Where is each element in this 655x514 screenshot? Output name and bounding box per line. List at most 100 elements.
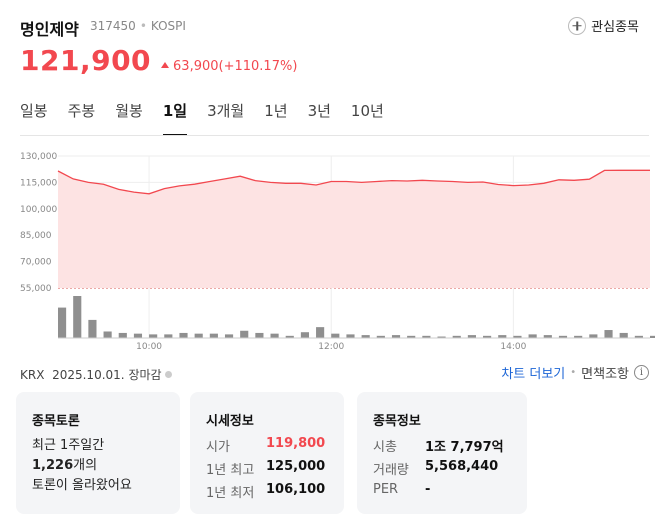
disclaimer-link[interactable]: 면책조항: [581, 367, 629, 382]
volume-bar: [528, 334, 537, 338]
y-tick-label: 130,000: [20, 152, 57, 162]
volume-bar: [543, 335, 552, 338]
forum-card[interactable]: 종목토론 최근 1주일간 1,226개의 토론이 올라왔어요: [16, 392, 180, 514]
volume-bar: [619, 332, 628, 338]
per-row: PER -: [373, 482, 517, 502]
status-dot-icon: [164, 371, 172, 378]
tab-1-year[interactable]: 1년: [264, 102, 288, 120]
volume-bar: [498, 335, 507, 338]
market-cap-label: 시총: [373, 440, 397, 455]
volume-bar: [103, 331, 112, 338]
volume-bar: [391, 335, 401, 338]
quote-card-title: 시세정보: [206, 414, 254, 429]
market-status: KRX 2025.10.01. 장마감: [20, 366, 172, 383]
tab-10-years[interactable]: 10년: [350, 102, 384, 120]
volume-bar: [589, 334, 598, 338]
volume-bar: [467, 335, 476, 338]
open-price-value: 119,800: [266, 436, 326, 451]
quote-info-card[interactable]: 시세정보 시가 119,800 1년 최고 125,000 1년 최저 106,…: [190, 392, 344, 514]
tab-3-years[interactable]: 3년: [307, 102, 331, 120]
up-triangle-icon: [161, 62, 170, 68]
volume-bar: [240, 330, 249, 338]
open-price-label: 시가: [206, 440, 230, 455]
price-chart[interactable]: 130,000 115,000 100,000 85,000 70,000 55,000 1…: [0, 146, 655, 356]
add-watchlist-button[interactable]: 관심종목: [568, 16, 639, 35]
x-tick-label: 10:00: [136, 342, 162, 352]
tab-monthly[interactable]: 월봉: [115, 102, 143, 120]
volume-bar: [224, 334, 234, 338]
year-low-label: 1년 최저: [206, 486, 255, 501]
volume-value: 5,568,440: [425, 459, 499, 474]
dot-separator: •: [570, 367, 577, 378]
volume-bar: [270, 333, 279, 338]
volume-label: 거래량: [373, 463, 409, 478]
tab-1-day[interactable]: 1일: [162, 100, 188, 136]
year-low-value: 106,100: [266, 482, 326, 497]
open-price-row: 시가 119,800: [206, 436, 334, 456]
market-cap-row: 시총 1조 7,797억: [373, 436, 517, 456]
volume-bar: [604, 330, 613, 338]
price-change: 63,900(+110.17%): [161, 59, 297, 74]
forum-summary: 최근 1주일간 1,226개의 토론이 올라왔어요: [32, 436, 132, 496]
tab-weekly[interactable]: 주봉: [67, 102, 96, 120]
current-price: 121,900: [20, 44, 152, 77]
chart-footer: KRX 2025.10.01. 장마감 차트 더보기 • 면책조항 i: [20, 360, 649, 388]
volume-row: 거래량 5,568,440: [373, 459, 517, 479]
volume-bar: [483, 335, 492, 338]
per-label: PER: [373, 482, 399, 497]
market-close-status: 장마감: [128, 368, 162, 382]
stock-meta: 317450 • KOSPI: [90, 19, 186, 33]
exchange-name: KRX: [20, 368, 45, 382]
chart-links: 차트 더보기 • 면책조항 i: [501, 363, 649, 382]
tab-divider: [20, 135, 649, 136]
volume-bar: [209, 333, 218, 338]
tab-daily[interactable]: 일봉: [20, 102, 48, 120]
stock-market: KOSPI: [150, 19, 186, 33]
volume-bar: [574, 335, 583, 338]
volume-bar: [331, 333, 340, 338]
volume-bar: [300, 332, 310, 338]
volume-bar: [58, 307, 67, 338]
volume-bar: [452, 335, 461, 338]
volume-bar: [255, 332, 264, 338]
volume-bar: [179, 332, 188, 338]
volume-bar: [316, 327, 325, 338]
volume-bar: [558, 335, 568, 338]
stock-name[interactable]: 명인제약: [20, 20, 79, 39]
stock-info-card[interactable]: 종목정보 시총 1조 7,797억 거래량 5,568,440 PER -: [357, 392, 527, 514]
dot-separator: •: [139, 19, 147, 33]
volume-bar: [164, 334, 173, 338]
x-tick-label: 12:00: [318, 342, 344, 352]
forum-line-3: 토론이 올라왔어요: [32, 478, 132, 493]
watchlist-label[interactable]: 관심종목: [591, 20, 639, 35]
volume-bar: [73, 296, 82, 338]
forum-count: 1,226: [32, 458, 74, 473]
volume-bar: [407, 335, 416, 338]
forum-card-title: 종목토론: [32, 414, 80, 429]
stock-header: 명인제약 317450 • KOSPI 관심종목: [20, 16, 639, 39]
volume-bar: [88, 319, 97, 338]
market-cap-value: 1조 7,797억: [425, 440, 504, 455]
forum-count-suffix: 개의: [73, 458, 98, 473]
period-tabs: 일봉 주봉 월봉 1일 3개월 1년 3년 10년: [20, 100, 404, 136]
y-tick-label: 100,000: [20, 205, 57, 215]
price-row: 121,900 63,900(+110.17%): [20, 44, 297, 80]
forum-line-1: 최근 1주일간: [32, 438, 105, 453]
forum-line-2: 1,226개의: [32, 456, 132, 476]
price-line: [57, 169, 650, 195]
x-tick-label: 14:00: [500, 342, 526, 352]
volume-bar: [346, 334, 355, 338]
chart-more-link[interactable]: 차트 더보기: [501, 367, 566, 382]
year-high-value: 125,000: [266, 459, 326, 474]
volume-bar: [513, 335, 522, 338]
tab-3-months[interactable]: 3개월: [207, 102, 245, 120]
info-icon[interactable]: i: [634, 365, 649, 380]
plus-icon[interactable]: [568, 16, 587, 35]
volume-bar: [376, 335, 385, 338]
price-area: [58, 170, 650, 288]
y-tick-label: 55,000: [20, 284, 52, 294]
info-card-title: 종목정보: [373, 414, 421, 429]
volume-bar: [285, 335, 294, 338]
volume-bar: [422, 335, 431, 338]
y-tick-label: 70,000: [20, 258, 52, 268]
